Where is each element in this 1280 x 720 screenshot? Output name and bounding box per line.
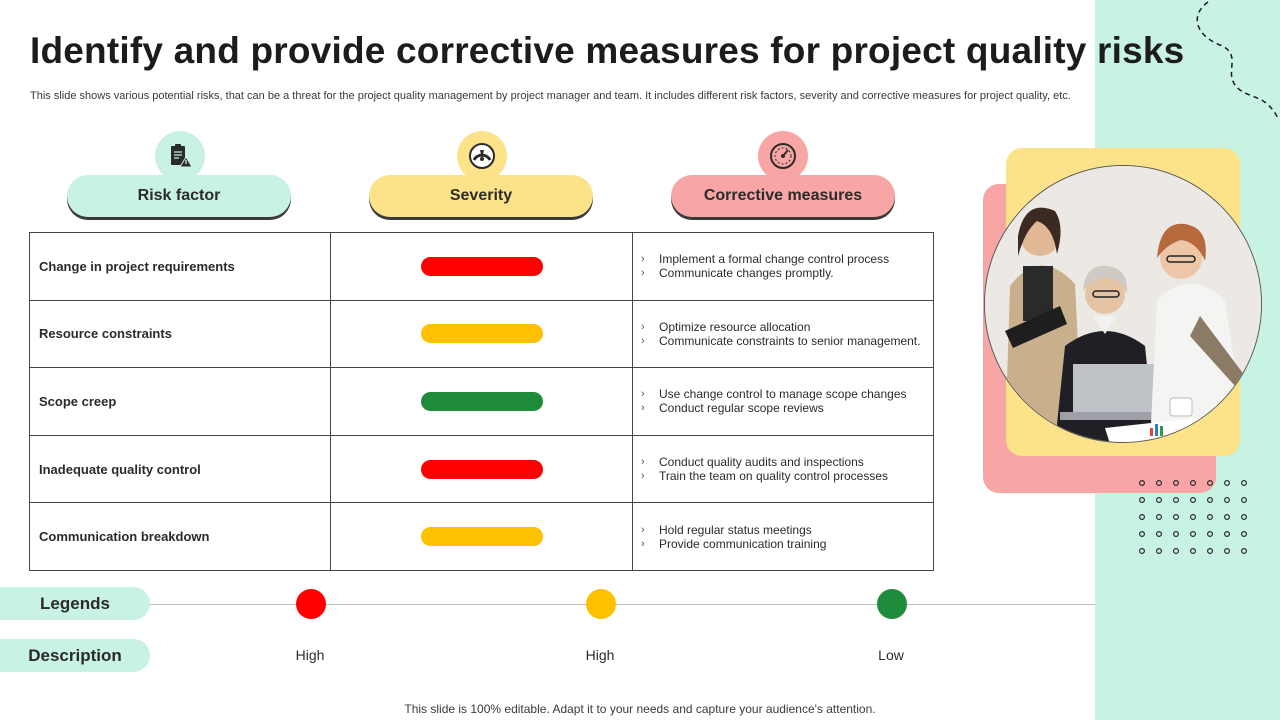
speedometer-icon [758, 131, 808, 181]
table-row: Change in project requirements › Implemen… [29, 232, 934, 301]
measure-text: Provide communication training [659, 536, 827, 551]
legend-dot-amber [586, 589, 616, 619]
footer-note: This slide is 100% editable. Adapt it to… [404, 702, 876, 716]
severity-header: Severity [369, 175, 593, 217]
legend-description: High [585, 647, 615, 663]
chevron-right-icon: › [641, 402, 645, 415]
gauge-icon [457, 131, 507, 181]
measure-item: › Train the team on quality control proce… [641, 469, 933, 483]
legend-dot-green [877, 589, 907, 619]
table-row: Scope creep › Use change control to manag… [29, 367, 934, 436]
measure-text: Train the team on quality control proces… [659, 469, 889, 484]
chevron-right-icon: › [641, 456, 645, 469]
clipboard-warning-icon [155, 131, 205, 181]
risk-table: Change in project requirements › Implemen… [29, 232, 934, 571]
measure-text: Use change control to manage scope chang… [659, 387, 907, 402]
chevron-right-icon: › [641, 267, 645, 280]
severity-cell [330, 299, 633, 369]
measure-item: › Hold regular status meetings [641, 523, 933, 537]
measure-text: Communicate changes promptly. [659, 266, 834, 281]
measure-text: Implement a formal change control proces… [659, 252, 890, 267]
severity-cell [330, 502, 633, 571]
team-photo [984, 165, 1262, 443]
risk-factor-cell: Scope creep [29, 367, 331, 436]
measure-text: Communicate constraints to senior manage… [659, 333, 921, 348]
dashed-squiggle-decoration [1196, 1, 1279, 119]
measures-cell: › Conduct quality audits and inspections … [632, 434, 934, 504]
risk-factor-cell: Change in project requirements [29, 232, 331, 301]
dot-grid-decoration [1138, 479, 1247, 554]
chevron-right-icon: › [641, 388, 645, 401]
measure-text: Optimize resource allocation [659, 319, 811, 334]
measures-cell: › Implement a formal change control proce… [632, 232, 934, 301]
measure-item: › Conduct quality audits and inspections [641, 455, 933, 469]
severity-bar-high [420, 324, 543, 344]
page-subtitle: This slide shows various potential risks… [30, 90, 1071, 102]
severity-cell [330, 434, 633, 504]
legend-description: Low [878, 647, 904, 663]
measures-cell: › Hold regular status meetings › Provide c… [632, 502, 934, 571]
table-row: Communication breakdown › Hold regular st… [29, 502, 934, 571]
page-title: Identify and provide corrective measures… [30, 30, 1185, 71]
chevron-right-icon: › [641, 523, 645, 536]
severity-cell [330, 367, 633, 436]
description-tag: Description [0, 639, 150, 672]
measure-text: Conduct regular scope reviews [659, 401, 824, 416]
severity-bar-high [420, 256, 543, 276]
severity-bar-low [420, 391, 543, 411]
chevron-right-icon: › [641, 537, 645, 550]
measure-item: › Communicate changes promptly. [641, 266, 933, 280]
chevron-right-icon: › [641, 470, 645, 483]
severity-cell [330, 232, 633, 301]
risk-factor-header: Risk factor [67, 175, 291, 217]
risk-factor-cell: Resource constraints [29, 299, 331, 369]
table-row: Resource constraints › Optimize resource … [29, 299, 934, 369]
measures-cell: › Optimize resource allocation › Communica… [632, 299, 934, 369]
legend-dot-red [296, 589, 326, 619]
severity-bar-high [420, 527, 543, 547]
risk-factor-cell: Communication breakdown [29, 502, 331, 571]
measure-item: › Use change control to manage scope chan… [641, 387, 933, 401]
measure-item: › Conduct regular scope reviews [641, 401, 933, 415]
measure-item: › Provide communication training [641, 537, 933, 551]
measure-item: › Communicate constraints to senior manag… [641, 334, 933, 348]
measure-text: Conduct quality audits and inspections [659, 455, 864, 470]
measure-item: › Implement a formal change control proce… [641, 252, 933, 266]
table-row: Inadequate quality control › Conduct qual… [29, 434, 934, 504]
corrective-measures-header: Corrective measures [671, 175, 895, 217]
chevron-right-icon: › [641, 334, 645, 347]
chevron-right-icon: › [641, 320, 645, 333]
risk-factor-cell: Inadequate quality control [29, 434, 331, 504]
legend-divider [150, 604, 1095, 605]
legend-description: High [295, 647, 325, 663]
measure-text: Hold regular status meetings [659, 522, 812, 537]
measures-cell: › Use change control to manage scope chan… [632, 367, 934, 436]
measure-item: › Optimize resource allocation [641, 320, 933, 334]
legends-tag: Legends [0, 587, 150, 620]
chevron-right-icon: › [641, 253, 645, 266]
severity-bar-high [420, 459, 543, 479]
